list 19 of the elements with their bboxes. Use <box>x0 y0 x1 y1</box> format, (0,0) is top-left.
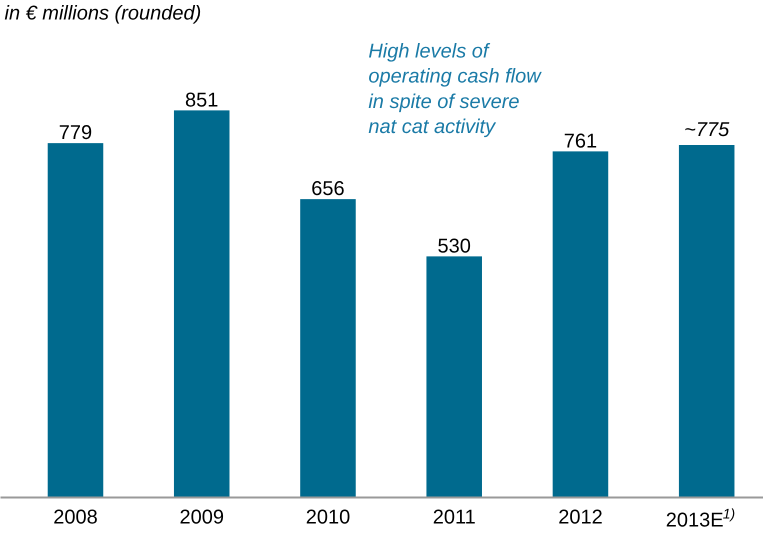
x-tick-label: 2008 <box>53 506 98 528</box>
bar <box>678 144 734 498</box>
bar <box>48 143 104 498</box>
chart-title: in € millions (rounded) <box>4 2 202 24</box>
data-label: 656 <box>311 178 345 200</box>
x-tick-label: 2009 <box>179 506 224 528</box>
x-tick-label: 2012 <box>558 506 603 528</box>
bar <box>552 151 608 498</box>
data-label: 851 <box>185 89 218 112</box>
x-tick-label: 2011 <box>432 506 476 528</box>
bar <box>300 199 356 498</box>
data-label: 530 <box>438 235 471 258</box>
x-tick-label: 2010 <box>306 506 350 528</box>
bar <box>174 110 230 498</box>
bar <box>426 256 482 498</box>
data-label: 779 <box>58 122 92 144</box>
data-label: ~775 <box>684 118 730 141</box>
data-label: 761 <box>564 130 598 152</box>
annotation: High levels of operating cash flow in spite of severe nat cat activity <box>368 40 542 138</box>
